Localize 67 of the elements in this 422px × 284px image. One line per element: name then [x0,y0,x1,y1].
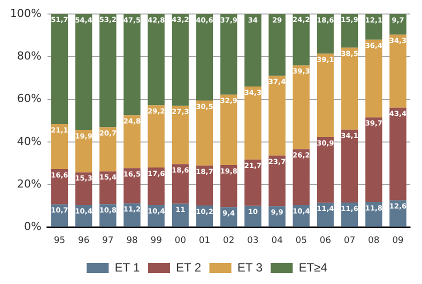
x-tick-label: 04 [271,236,284,246]
x-tick-label: 08 [368,236,380,246]
bar [316,137,334,203]
x-tick-label: 02 [222,236,234,246]
x-tick-label: 00 [174,236,186,246]
bar [316,14,334,54]
bar [172,204,189,227]
bar [124,115,141,168]
legend-label: ET 3 [237,260,263,274]
y-tick-label: 60% [16,92,42,106]
bar [365,40,382,118]
bar [365,117,382,202]
bar [148,14,165,106]
y-tick-label: 0% [24,220,42,234]
x-tick-label: 98 [126,236,138,246]
x-tick-label: 01 [198,236,210,246]
bar [292,65,310,150]
y-tick-label: 20% [16,177,42,190]
x-tick-label: 97 [102,236,114,246]
bar [244,14,262,86]
y-tick-label: 80% [16,50,42,62]
x-tick-label: 99 [150,236,162,246]
bar [341,130,358,202]
x-tick-label: 96 [78,236,90,246]
bar [220,94,238,165]
bar [341,48,358,130]
x-tick-label: 95 [54,236,66,246]
bar [244,160,262,206]
x-tick-label: 03 [247,236,259,246]
bar [244,86,262,160]
bar [99,171,116,204]
bar [172,106,189,164]
bar [268,156,286,206]
bar [124,14,141,116]
y-tick-label: 40% [16,134,42,148]
bar [196,14,214,101]
bar [341,14,358,48]
bar [196,100,214,166]
legend-label: ET 2 [176,260,202,274]
bar [51,124,68,169]
legend-label: ET 1 [114,260,140,274]
bar [316,54,334,138]
x-tick-label: 05 [296,236,307,246]
bar [75,172,92,206]
bar [99,127,116,172]
bar [75,14,92,130]
x-tick-label: 07 [344,236,356,246]
bar [220,14,238,95]
bar [196,166,214,206]
bar [75,130,92,172]
bar [268,14,286,76]
bar [172,14,189,106]
bar [268,76,286,156]
bar [172,164,189,204]
bar [389,34,406,108]
bar [51,168,68,204]
y-tick-label: 100% [10,6,42,20]
bar [51,14,68,124]
x-tick-label: 06 [320,236,332,246]
bar [124,168,141,204]
bar [292,14,310,66]
bar [99,14,116,128]
bar [148,105,165,168]
bar [292,149,310,206]
x-tick-label: 09 [392,236,404,246]
legend-label: ET≥4 [298,260,328,274]
bar [389,108,406,200]
